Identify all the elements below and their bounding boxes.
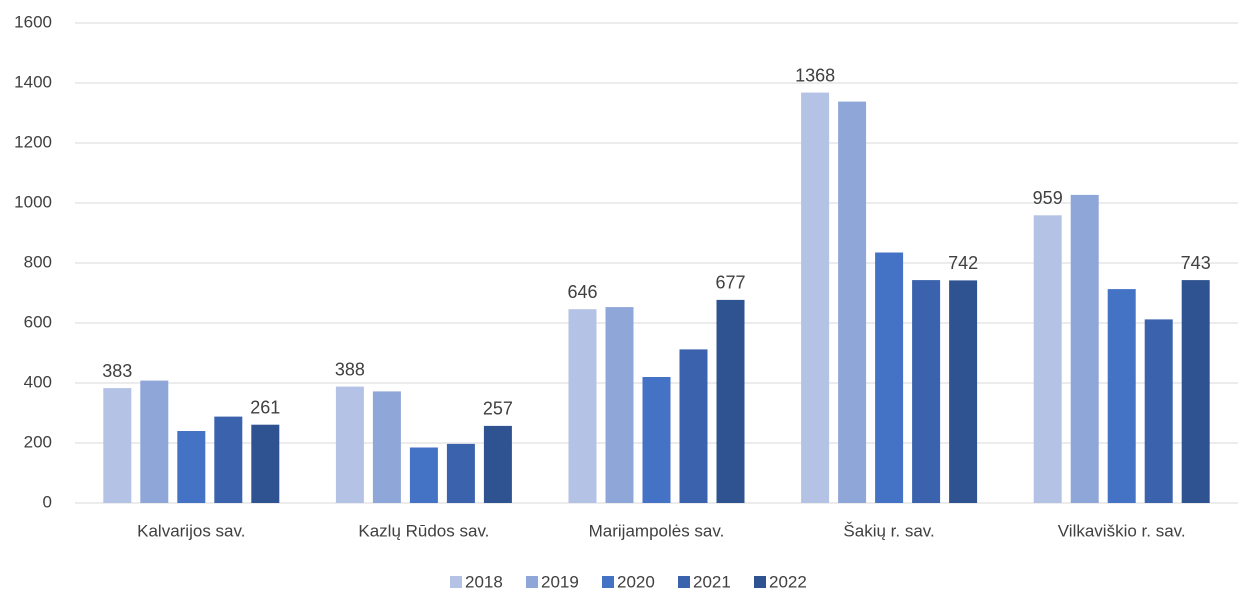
y-tick-label: 200 (24, 432, 52, 451)
bar (642, 377, 671, 503)
bar (103, 388, 132, 503)
legend-label: 2019 (541, 572, 579, 591)
bar (1181, 280, 1210, 503)
data-label: 677 (715, 273, 745, 293)
bar (1070, 194, 1099, 503)
data-label: 257 (483, 399, 513, 419)
y-tick-label: 800 (24, 252, 52, 271)
legend-swatch (754, 576, 766, 588)
data-label: 1368 (795, 65, 835, 85)
bar (875, 252, 904, 503)
data-label: 388 (335, 359, 365, 379)
data-label: 742 (948, 253, 978, 273)
y-tick-label: 1000 (14, 192, 52, 211)
x-tick-label: Kazlų Rūdos sav. (358, 521, 489, 540)
legend-swatch (526, 576, 538, 588)
y-tick-label: 400 (24, 372, 52, 391)
bar (372, 391, 401, 503)
bar (177, 431, 206, 503)
bar (409, 447, 438, 503)
data-label: 261 (250, 397, 280, 417)
bar (214, 416, 243, 503)
legend-label: 2020 (617, 572, 655, 591)
bar (140, 380, 169, 503)
bar (949, 280, 978, 503)
legend-swatch (678, 576, 690, 588)
bar (568, 309, 597, 503)
bar (605, 307, 634, 503)
bar (483, 425, 512, 503)
bar (335, 386, 364, 503)
x-tick-label: Šakių r. sav. (843, 521, 934, 540)
bar (446, 443, 475, 503)
legend-label: 2018 (465, 572, 503, 591)
data-label: 383 (102, 361, 132, 381)
bar (838, 101, 867, 503)
data-label: 646 (567, 282, 597, 302)
bar (912, 280, 941, 503)
legend-label: 2022 (769, 572, 807, 591)
y-tick-label: 0 (43, 492, 52, 511)
bar (1144, 319, 1173, 503)
bar (1033, 215, 1062, 504)
bar (716, 299, 745, 503)
y-tick-label: 1400 (14, 72, 52, 91)
bar (679, 349, 708, 503)
y-tick-label: 600 (24, 312, 52, 331)
data-label: 959 (1033, 188, 1063, 208)
y-tick-label: 1200 (14, 132, 52, 151)
x-tick-label: Vilkaviškio r. sav. (1058, 521, 1186, 540)
x-tick-label: Kalvarijos sav. (137, 521, 245, 540)
data-label: 743 (1181, 253, 1211, 273)
legend-swatch (450, 576, 462, 588)
bar (801, 92, 830, 503)
legend-swatch (602, 576, 614, 588)
bar (1107, 289, 1136, 503)
y-tick-label: 1600 (14, 12, 52, 31)
legend-label: 2021 (693, 572, 731, 591)
x-tick-label: Marijampolės sav. (589, 521, 725, 540)
bar (251, 424, 280, 503)
